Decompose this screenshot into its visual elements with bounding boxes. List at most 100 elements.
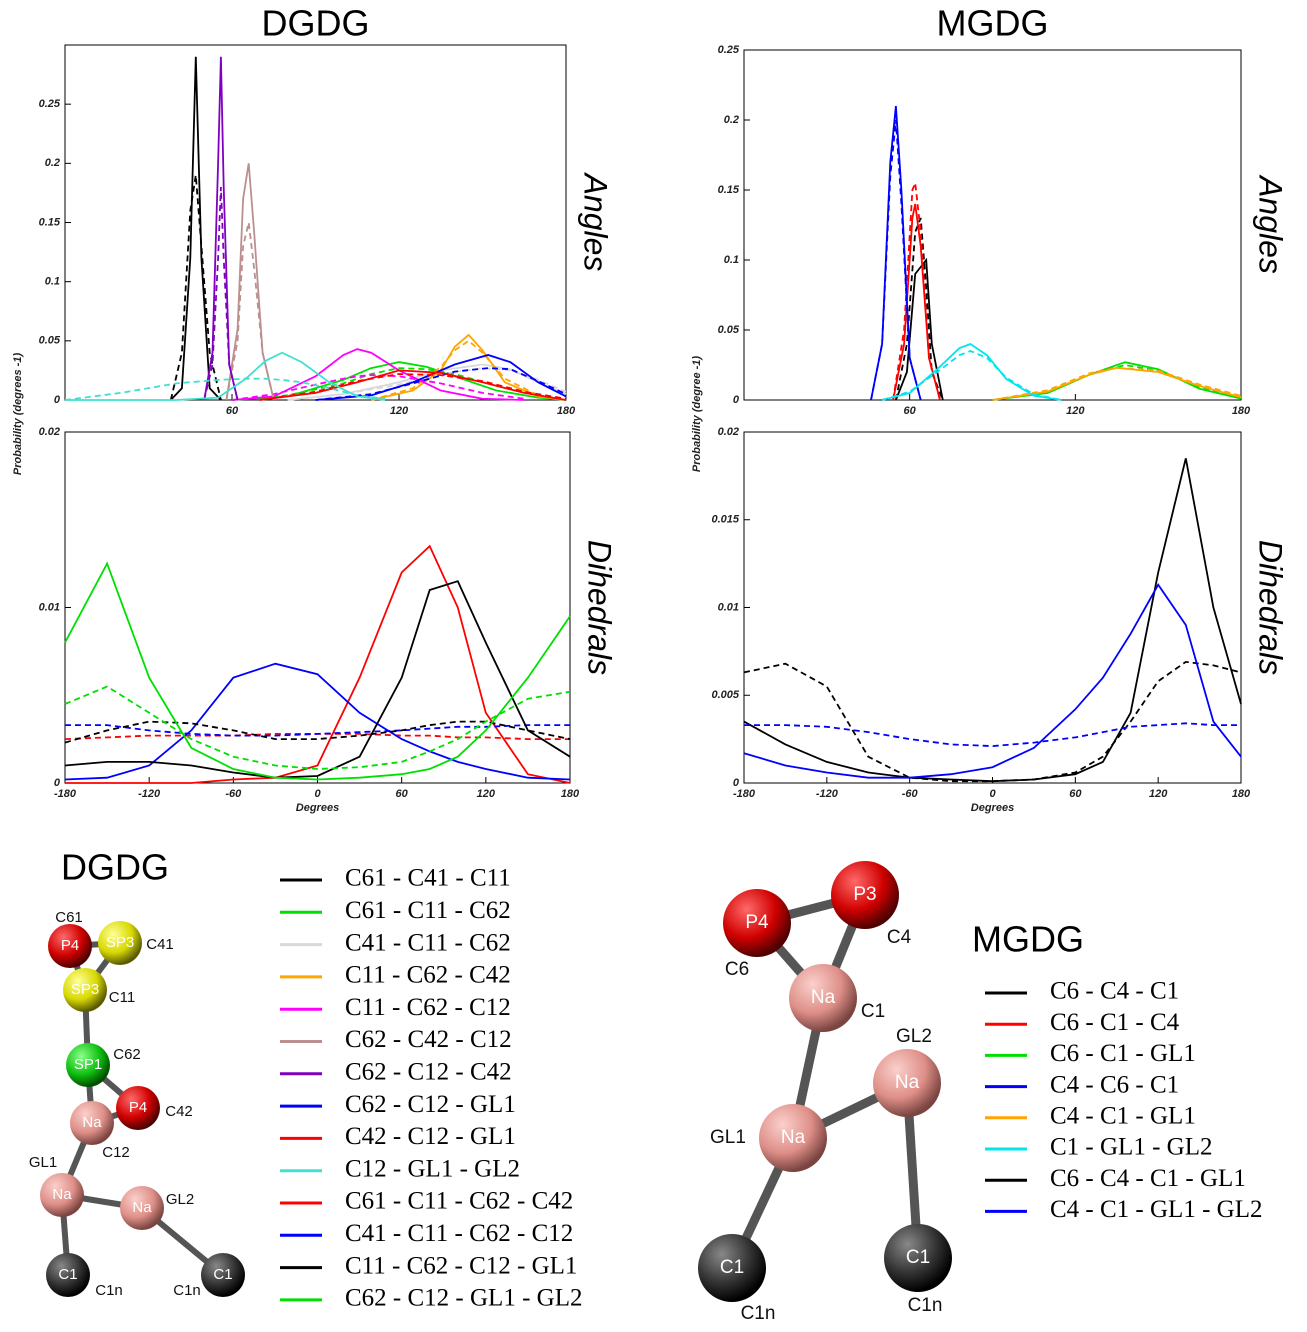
bead: [884, 1224, 952, 1292]
bead-label: SP3: [106, 934, 134, 951]
x-tick-label: 180: [557, 405, 576, 417]
site-label: C42: [165, 1103, 193, 1120]
legend-label: C4 - C1 - GL1: [1050, 1103, 1196, 1130]
series-line-dashed: [231, 374, 525, 401]
plot-frame: [64, 431, 571, 784]
bead: [789, 964, 857, 1032]
series-line: [743, 458, 1242, 783]
y-tick-label: 0.1: [724, 254, 739, 266]
series-line: [225, 163, 275, 401]
legend-label: C6 - C1 - C4: [1050, 1009, 1180, 1036]
x-tick-label: -180: [54, 788, 77, 800]
bead-label: C1: [906, 1247, 930, 1268]
y-tick-label: 0.25: [718, 44, 740, 56]
series-line: [231, 348, 525, 401]
site-label: C61: [55, 909, 83, 926]
series-line-dashed: [259, 373, 567, 401]
y-tick-label: 0.02: [39, 426, 60, 438]
x-tick-label: 120: [1066, 405, 1085, 417]
diagram-title: MGDG: [972, 919, 1084, 960]
legend-label: C12 - GL1 - GL2: [345, 1155, 520, 1182]
x-tick-label: 120: [390, 405, 409, 417]
bead: [63, 968, 107, 1012]
y-tick-label: 0: [54, 777, 61, 789]
x-tick-label: 60: [396, 788, 409, 800]
x-tick-label: -60: [902, 788, 919, 800]
y-tick-label: 0.015: [711, 514, 739, 526]
series-line-dashed: [64, 720, 571, 744]
legend-label: C42 - C12 - GL1: [345, 1123, 516, 1150]
legend-label: C6 - C4 - C1 - GL1: [1050, 1165, 1246, 1192]
series-line-dashed: [203, 186, 239, 401]
x-tick-label: 180: [1232, 788, 1251, 800]
side-label: Dihedrals: [582, 540, 618, 675]
series-line-dashed: [895, 217, 944, 401]
bead: [873, 1049, 941, 1117]
x-tick-label: 120: [477, 788, 496, 800]
series-line-dashed: [64, 377, 386, 401]
site-label: C1: [861, 1001, 885, 1022]
series-line-dashed: [881, 350, 1062, 401]
bead-label: Na: [52, 1186, 72, 1203]
y-axis-label: Probability (degree -1): [691, 356, 703, 472]
bead: [723, 889, 791, 957]
bead: [46, 1253, 90, 1297]
series-line: [65, 544, 571, 784]
diagram-title: DGDG: [61, 847, 169, 888]
site-label: C1n: [95, 1282, 123, 1299]
site-label: GL2: [166, 1191, 194, 1208]
bead-label: Na: [82, 1114, 102, 1131]
legend-label: C4 - C6 - C1: [1050, 1071, 1179, 1098]
series-line: [895, 257, 944, 401]
y-tick-label: 0.2: [724, 114, 739, 126]
series-line: [170, 56, 222, 401]
x-tick-label: -120: [138, 788, 161, 800]
series-line: [65, 351, 386, 401]
series-line-dashed: [892, 182, 941, 401]
series-line-dashed: [870, 119, 922, 401]
x-tick-label: 60: [1069, 788, 1082, 800]
series-line-dashed: [169, 175, 222, 401]
bead: [66, 1043, 110, 1087]
y-tick-label: 0.05: [718, 324, 740, 336]
side-label: Angles: [1253, 174, 1289, 274]
legend-label: C6 - C4 - C1: [1050, 978, 1179, 1005]
legend-label: C61 - C11 - C62 - C42: [345, 1188, 573, 1215]
plot-frame: [64, 44, 567, 401]
bead-label: SP1: [74, 1056, 102, 1073]
series-line: [870, 105, 922, 401]
legend-label: C6 - C1 - GL1: [1050, 1040, 1196, 1067]
y-tick-label: 0.2: [45, 157, 60, 169]
plot-frame: [743, 431, 1242, 784]
bead-label: P3: [853, 884, 876, 905]
series-line-dashed: [744, 722, 1241, 748]
y-tick-label: 0.05: [39, 335, 61, 347]
bead: [116, 1086, 160, 1130]
x-tick-label: 180: [1232, 405, 1251, 417]
legend-label: C62 - C12 - GL1: [345, 1091, 516, 1118]
y-tick-label: 0: [733, 777, 740, 789]
bead: [759, 1104, 827, 1172]
y-tick-label: 0.25: [39, 98, 61, 110]
bead-label: Na: [132, 1199, 152, 1216]
legend-label: C11 - C62 - C12: [345, 994, 511, 1021]
legend-label: C61 - C41 - C11: [345, 865, 511, 892]
series-line: [64, 561, 571, 781]
y-axis-label: Probability (degrees -1): [12, 353, 24, 476]
x-tick-label: 120: [1149, 788, 1168, 800]
series-line-dashed: [225, 222, 275, 401]
y-tick-label: 0.01: [39, 601, 60, 613]
bead-label: P4: [129, 1099, 147, 1116]
site-label: C12: [102, 1144, 130, 1161]
x-tick-label: 60: [904, 405, 917, 417]
y-tick-label: 0.005: [711, 689, 739, 701]
bead-label: Na: [781, 1127, 806, 1148]
site-label: C1n: [908, 1295, 943, 1316]
legend-label: C41 - C11 - C62: [345, 929, 511, 956]
series-line: [992, 361, 1242, 401]
bead-label: C1: [213, 1266, 232, 1283]
y-tick-label: 0.01: [718, 601, 739, 613]
series-line: [231, 361, 567, 401]
x-tick-label: 0: [989, 788, 996, 800]
